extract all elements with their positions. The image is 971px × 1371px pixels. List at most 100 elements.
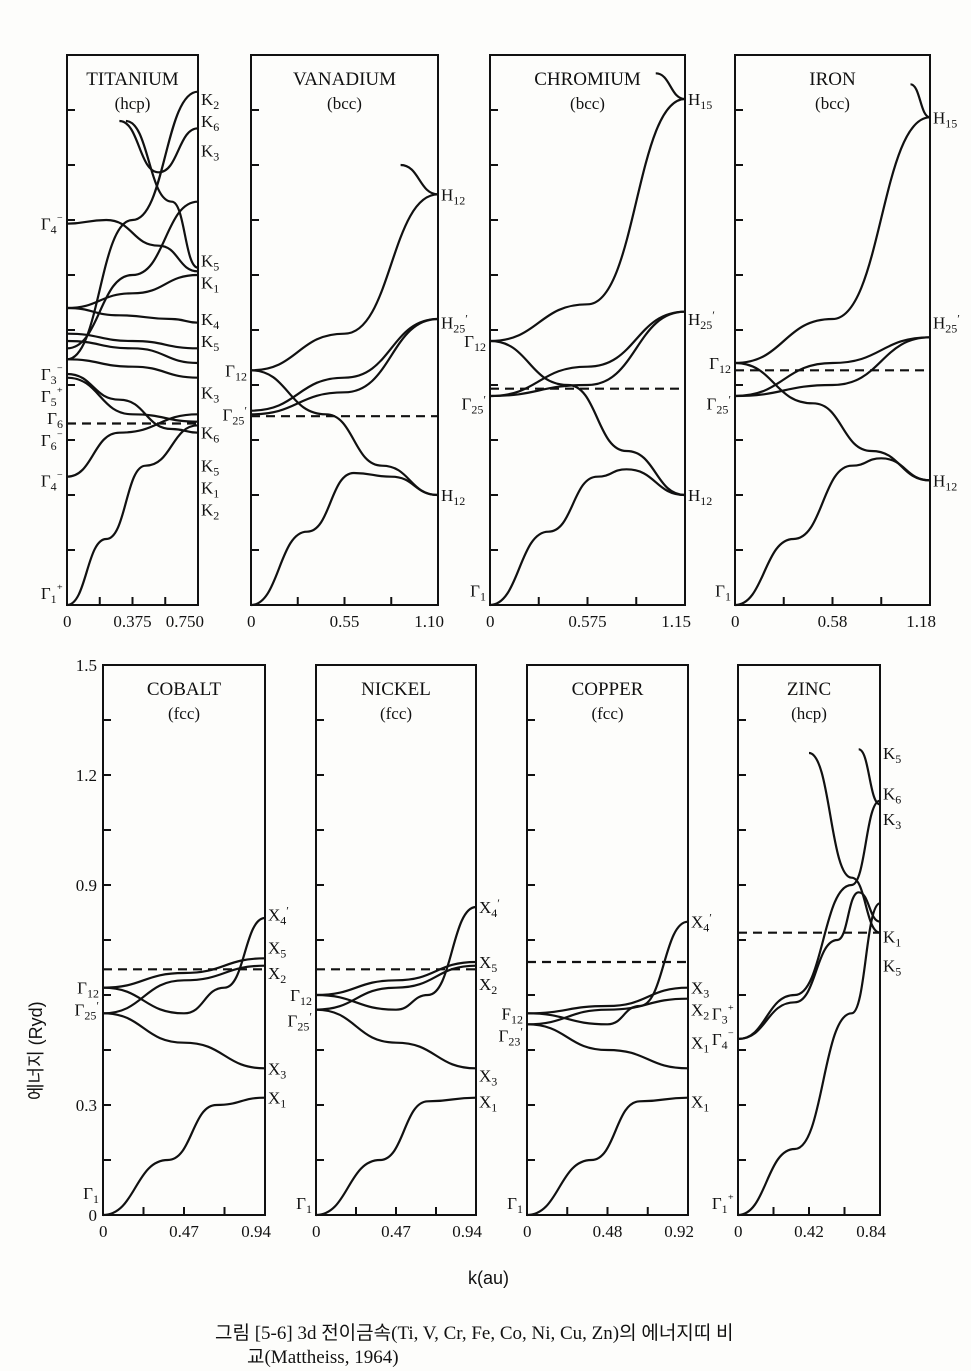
- gamma-point-label: Γ4⁻: [41, 213, 63, 237]
- band-curve: [102, 1096, 266, 1217]
- zone-boundary-label: K6: [883, 784, 901, 806]
- zone-boundary-label: H25′: [933, 312, 960, 336]
- gamma-point-label: Γ5⁺: [41, 385, 63, 409]
- gamma-point-label: Γ1⁺: [41, 582, 63, 606]
- panel-subtitle: (bcc): [570, 94, 605, 113]
- zone-boundary-label: X2: [479, 975, 497, 997]
- panel-subtitle: (bcc): [327, 94, 362, 113]
- panel-frame: [102, 664, 266, 1216]
- y-axis-tick-label: 0.3: [76, 1096, 97, 1115]
- x-tick-label: 1.18: [906, 612, 936, 631]
- gamma-point-label: Γ6⁻: [41, 429, 63, 453]
- panel-frame: [489, 54, 686, 606]
- zone-boundary-label: X5: [268, 938, 286, 960]
- gamma-point-label: Γ6: [47, 409, 63, 431]
- panel-title: COPPER: [572, 679, 644, 700]
- x-tick-label: 0.58: [818, 612, 848, 631]
- band-curve: [250, 317, 439, 412]
- zone-boundary-label: K5: [883, 744, 901, 766]
- x-tick-label: 0: [312, 1222, 321, 1241]
- band-curve: [119, 119, 199, 174]
- zone-boundary-label: K3: [883, 810, 901, 832]
- zone-boundary-label: X4′: [479, 896, 500, 920]
- zone-boundary-label: X2: [268, 964, 286, 986]
- gamma-point-label: Γ3⁻: [41, 363, 63, 387]
- zone-boundary-label: K6: [201, 112, 219, 134]
- band-curve: [734, 361, 931, 482]
- panel-iron: IRON (bcc) 0 0.58 1.18 Γ12 Γ25′ Γ1 H15 H25′ H12: [707, 54, 960, 631]
- band-curve: [315, 905, 477, 1011]
- zone-boundary-label: K1: [201, 479, 219, 501]
- band-curve: [102, 964, 266, 1015]
- gamma-point-label: Γ23′: [499, 1024, 524, 1048]
- band-curve: [66, 273, 199, 310]
- zone-boundary-label: K5: [201, 332, 219, 354]
- zone-boundary-label: K2: [201, 501, 219, 523]
- x-tick-label: 0: [486, 612, 495, 631]
- zone-boundary-label: H12: [933, 471, 957, 493]
- band-curve: [66, 424, 199, 607]
- panel-subtitle: (hcp): [791, 704, 827, 723]
- panel-chromium: CHROMIUM (bcc) 0 0.575 1.15 Γ12 Γ25′ Γ1 H15 H25′ H…: [462, 54, 715, 631]
- gamma-point-label: Γ1: [715, 581, 731, 603]
- zone-boundary-label: X1: [268, 1089, 286, 1111]
- zone-boundary-label: K5: [201, 251, 219, 273]
- zone-boundary-label: X3: [691, 979, 709, 1001]
- band-curve: [526, 920, 689, 1026]
- panel-subtitle: (bcc): [815, 94, 850, 113]
- panel-title: ZINC: [787, 679, 831, 700]
- y-axis-tick-label: 1.5: [76, 656, 97, 675]
- zone-boundary-label: K2: [201, 90, 219, 112]
- band-curve: [66, 306, 199, 324]
- panel-title: IRON: [809, 69, 856, 90]
- gamma-point-label: F12: [502, 1004, 523, 1026]
- panel-title: CHROMIUM: [534, 69, 641, 90]
- zone-boundary-label: X1: [479, 1092, 497, 1114]
- zone-boundary-label: K1: [883, 927, 901, 949]
- band-curve: [102, 916, 266, 1015]
- zone-boundary-label: K3: [201, 141, 219, 163]
- x-tick-label: 0.47: [381, 1222, 411, 1241]
- x-tick-label: 0.575: [568, 612, 606, 631]
- band-curve: [489, 310, 686, 398]
- x-tick-label: 0.92: [664, 1222, 694, 1241]
- zone-boundary-label: H12: [441, 185, 465, 207]
- panel-frame: [526, 664, 689, 1216]
- panel-vanadium: VANADIUM (bcc) 0 0.55 1.10 Γ12 Γ25′ H12 H25′ H12: [223, 54, 468, 631]
- panel-frame: [66, 54, 199, 606]
- band-curve: [315, 964, 477, 1011]
- x-tick-label: 0: [523, 1222, 532, 1241]
- gamma-point-label: Γ4⁻: [712, 1028, 734, 1052]
- band-curve: [910, 83, 931, 119]
- zone-boundary-label: K6: [201, 424, 219, 446]
- panel-subtitle: (fcc): [380, 704, 412, 723]
- zone-boundary-label: K1: [201, 273, 219, 295]
- band-curve: [737, 902, 881, 1217]
- y-axis-tick-label: 1.2: [76, 766, 97, 785]
- band-curve: [66, 358, 199, 379]
- band-curve: [250, 471, 439, 607]
- gamma-point-label: Γ25′: [288, 1010, 313, 1034]
- zone-boundary-label: K5: [201, 457, 219, 479]
- gamma-point-label: Γ4⁻: [41, 469, 63, 493]
- zone-boundary-label: K5: [883, 957, 901, 979]
- caption-line-1: 그림 [5-6] 3d 전이금속(Ti, V, Cr, Fe, Co, Ni, …: [215, 1323, 734, 1344]
- zone-boundary-label: H15: [688, 90, 712, 112]
- x-tick-label: 0.94: [241, 1222, 271, 1241]
- band-curve: [489, 97, 686, 343]
- band-curve: [489, 468, 686, 607]
- gamma-point-label: Γ1: [507, 1194, 523, 1216]
- panel-subtitle: (hcp): [115, 94, 151, 113]
- band-curve: [125, 119, 199, 269]
- panel-zinc: ZINC (hcp) 0 0.42 0.84 Γ3⁺Γ4⁻ Γ1⁺ K5 K6 K3 K1 K5: [712, 664, 901, 1241]
- gamma-point-label: Γ25′: [75, 999, 100, 1023]
- zone-boundary-label: X3: [479, 1067, 497, 1089]
- zone-boundary-label: X5: [479, 953, 497, 975]
- x-tick-label: 0: [734, 1222, 743, 1241]
- gamma-point-label: Γ1: [470, 581, 486, 603]
- panel-title: NICKEL: [361, 679, 431, 700]
- band-curve: [526, 986, 689, 1015]
- panel-frame: [315, 664, 477, 1216]
